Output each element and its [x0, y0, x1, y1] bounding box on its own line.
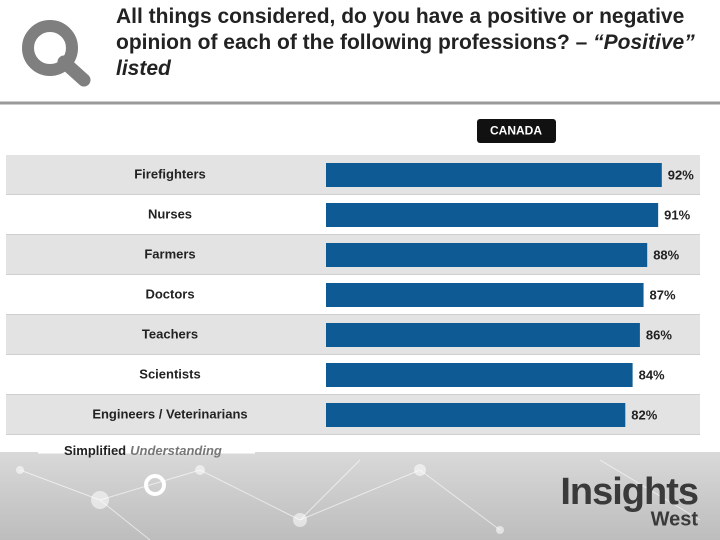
category-label: Teachers: [142, 326, 198, 341]
bar: [326, 163, 662, 187]
tagline-text: Simplified: [64, 443, 126, 458]
network-nodes: [16, 464, 504, 534]
logo-sub: West: [651, 508, 699, 530]
category-label: Engineers / Veterinarians: [92, 406, 247, 421]
bar: [326, 283, 644, 307]
value-label: 87%: [650, 287, 676, 302]
plot: CANADA Firefighters Nurses Farmers Doctors Te…: [6, 119, 700, 435]
category-label: Firefighters: [134, 166, 206, 181]
title: All things considered, do you have a pos…: [116, 4, 696, 82]
category-label: Scientists: [139, 366, 200, 381]
value-label: 88%: [653, 247, 679, 262]
tagline-emphasis: Understanding: [130, 443, 222, 458]
bar: [326, 243, 648, 267]
value-label: 91%: [664, 207, 690, 222]
bar: [326, 363, 633, 387]
value-label: 84%: [639, 367, 665, 382]
title-text: All things considered, do you have a pos…: [116, 5, 685, 54]
category-label: Farmers: [144, 246, 195, 261]
category-label: Nurses: [148, 206, 192, 221]
category-label: Doctors: [145, 286, 194, 301]
value-label: 82%: [631, 407, 657, 422]
tagline: Simplified Understanding: [64, 443, 222, 458]
title-box: All things considered, do you have a pos…: [116, 4, 696, 82]
search-icon: [22, 20, 91, 87]
logo-main: Insights: [560, 471, 698, 513]
legend-label: CANADA: [490, 124, 542, 138]
value-label: 92%: [668, 167, 694, 182]
bar: [326, 203, 659, 227]
bar: [326, 403, 626, 427]
footer-background: [0, 452, 720, 540]
legend-box: [477, 119, 556, 143]
value-label: 86%: [646, 327, 672, 342]
bar: [326, 323, 640, 347]
network-pattern: [19, 459, 701, 540]
title-emphasis: “Positive” listed: [116, 31, 695, 80]
